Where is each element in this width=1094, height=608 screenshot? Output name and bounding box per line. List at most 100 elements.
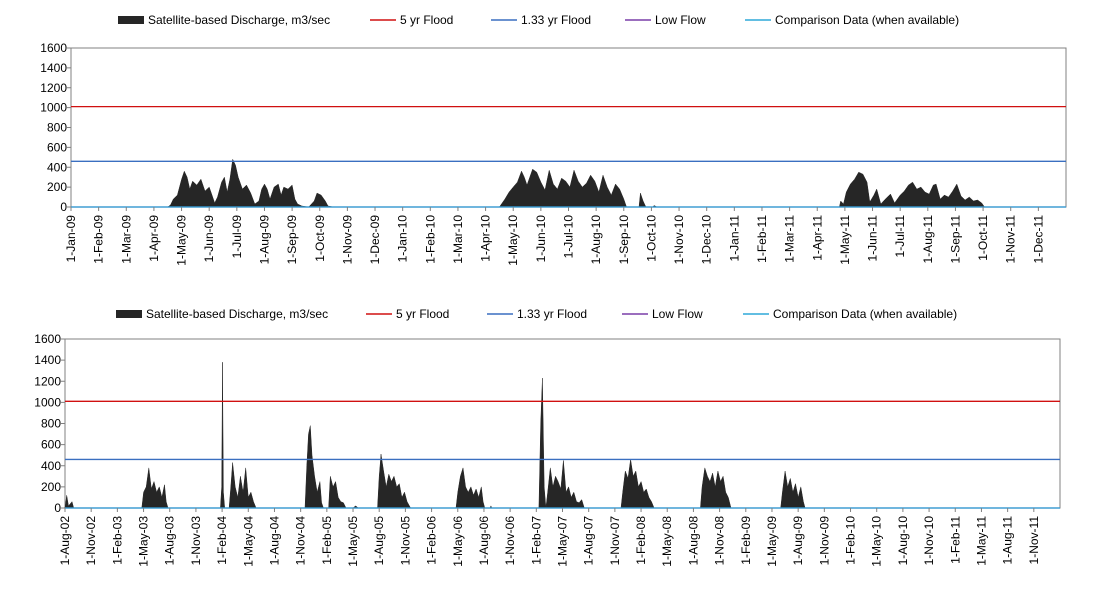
chart2-y-tick-label: 800	[41, 417, 61, 431]
chart1-x-tick-label: 1-Mar-10	[451, 215, 465, 264]
chart1-x-tick-label: 1-Jul-11	[893, 215, 907, 258]
chart2-x-tick-label: 1-Nov-03	[189, 516, 203, 566]
chart1-x-tick-label: 1-Sep-11	[948, 215, 962, 264]
chart2-x-tick-label: 1-Nov-08	[713, 516, 727, 566]
chart2-x-tick-label: 1-May-07	[556, 516, 570, 567]
chart2-x-tick-label: 1-Feb-09	[739, 516, 753, 565]
chart1-x-tick-label: 1-Feb-10	[423, 215, 437, 264]
chart2-x-tick-label: 1-Aug-10	[896, 516, 910, 566]
chart1-x-tick-label: 1-Jan-09	[64, 215, 78, 263]
chart1-y-tick-label: 1400	[40, 61, 67, 75]
chart1-y-tick-label: 1200	[40, 81, 67, 95]
chart1-x-tick-label: 1-Apr-10	[479, 215, 493, 262]
chart2-x-tick-label: 1-Nov-10	[922, 516, 936, 566]
chart2-legend-item: 5 yr Flood	[366, 307, 449, 321]
chart2-x-tick-label: 1-Nov-05	[398, 516, 412, 566]
chart1-x-tick-label: 1-Dec-09	[368, 215, 382, 265]
chart1-x-tick-label: 1-Jun-11	[866, 215, 880, 262]
chart1-legend-item: Comparison Data (when available)	[745, 13, 959, 27]
chart1-legend-label: Low Flow	[655, 13, 706, 27]
chart1-x-tick-label: 1-Feb-09	[92, 215, 106, 264]
chart1-x-tick-label: 1-Sep-10	[617, 215, 631, 265]
chart2-x-tick-label: 1-Aug-04	[267, 516, 281, 566]
chart1-y-tick-label: 200	[47, 180, 67, 194]
chart1-x-tick-label: 1-Jun-10	[534, 215, 548, 263]
chart1-x-tick-label: 1-Aug-09	[257, 215, 271, 265]
chart2-y-tick-label: 1200	[34, 374, 61, 388]
chart2-y-tick-label: 1400	[34, 353, 61, 367]
chart2-legend-label: Satellite-based Discharge, m3/sec	[146, 307, 328, 321]
chart1-plot-area	[70, 47, 1067, 208]
chart1-x-tick-label: 1-Oct-09	[313, 215, 327, 262]
chart1-legend-label: Satellite-based Discharge, m3/sec	[148, 13, 330, 27]
chart1-x-tick-label: 1-Dec-11	[1031, 215, 1045, 264]
chart2-y-tick-label: 600	[41, 438, 61, 452]
chart2-x-tick-label: 1-Aug-05	[372, 516, 386, 566]
chart1-y-tick-label: 1000	[40, 101, 67, 115]
chart2-x-tick-label: 1-May-04	[241, 516, 255, 567]
chart1-legend-swatch	[118, 16, 144, 24]
chart1-x-tick-label: 1-Oct-10	[644, 215, 658, 262]
chart1-x-tick-label: 1-Nov-11	[1004, 215, 1018, 264]
chart2-x-tick-label: 1-Nov-02	[84, 516, 98, 566]
chart2-legend-label: Comparison Data (when available)	[773, 307, 957, 321]
chart2-x-tick-label: 1-Feb-03	[110, 516, 124, 565]
chart2-x-tick-label: 1-May-05	[346, 516, 360, 567]
chart1-x-tick-label: 1-Apr-09	[147, 215, 161, 262]
chart2-x-tick-label: 1-May-10	[870, 516, 884, 567]
chart2-x-tick-label: 1-Aug-09	[791, 516, 805, 566]
chart1-x-tick-label: 1-Aug-11	[921, 215, 935, 264]
chart1-y-tick-label: 1600	[40, 41, 67, 55]
chart2-legend-label: 5 yr Flood	[396, 307, 449, 321]
chart2-x-tick-label: 1-May-11	[974, 516, 988, 566]
chart1-x-tick-label: 1-Mar-09	[119, 215, 133, 264]
chart1-legend-item: Low Flow	[625, 13, 706, 27]
chart1-y-tick-label: 400	[47, 160, 67, 174]
chart2-legend-item: Comparison Data (when available)	[743, 307, 957, 321]
chart1-x-tick-label: 1-Jan-11	[727, 215, 741, 262]
chart2-legend-swatch	[116, 310, 142, 318]
chart1-x-tick-label: 1-Dec-10	[700, 215, 714, 265]
chart2-y-tick-label: 1000	[34, 395, 61, 409]
chart2-x-tick-label: 1-Nov-06	[503, 516, 517, 566]
chart2-x-tick-label: 1-Feb-10	[844, 516, 858, 565]
chart1-x-tick-label: 1-Sep-09	[285, 215, 299, 265]
chart2-x-tick-label: 1-May-03	[137, 516, 151, 567]
chart1-x-tick-label: 1-Nov-09	[340, 215, 354, 265]
chart1-x-tick-label: 1-Nov-10	[672, 215, 686, 265]
chart2-legend-item: Low Flow	[622, 307, 703, 321]
chart1-y-tick-label: 0	[60, 200, 67, 214]
chart2-x-tick-label: 1-May-09	[765, 516, 779, 567]
chart2-x-tick-label: 1-Aug-06	[477, 516, 491, 566]
chart1-x-tick-label: 1-Jul-09	[230, 215, 244, 259]
chart1-x-tick-label: 1-Oct-11	[976, 215, 990, 261]
chart2-legend-item: 1.33 yr Flood	[487, 307, 587, 321]
chart2-y-tick-label: 0	[54, 501, 61, 515]
chart2-x-tick-label: 1-Nov-09	[817, 516, 831, 566]
chart2-x-tick-label: 1-Aug-02	[58, 516, 72, 566]
chart1-legend-label: 1.33 yr Flood	[521, 13, 591, 27]
chart2-x-tick-label: 1-May-06	[451, 516, 465, 567]
chart1-x-tick-label: 1-May-09	[175, 215, 189, 266]
chart1-y-tick-label: 800	[47, 121, 67, 135]
chart2-y-tick-label: 400	[41, 459, 61, 473]
chart2-x-tick-label: 1-Feb-11	[948, 516, 962, 564]
chart1-x-tick-label: 1-Mar-11	[783, 215, 797, 263]
chart2-x-tick-label: 1-Nov-04	[294, 516, 308, 566]
chart2-x-tick-label: 1-Feb-04	[215, 516, 229, 565]
chart2-y-tick-label: 200	[41, 480, 61, 494]
chart1-legend-item: 5 yr Flood	[370, 13, 453, 27]
chart1-x-tick-label: 1-Apr-11	[810, 215, 824, 261]
chart2-legend-label: 1.33 yr Flood	[517, 307, 587, 321]
chart1-legend-item: 1.33 yr Flood	[491, 13, 591, 27]
chart1-y-tick-label: 600	[47, 140, 67, 154]
chart1-series-discharge-area	[71, 158, 1066, 208]
chart1-x-tick-label: 1-Aug-10	[589, 215, 603, 265]
chart2-x-tick-label: 1-Feb-06	[425, 516, 439, 565]
chart1-x-tick-label: 1-Jun-09	[202, 215, 216, 263]
chart1-x-tick-label: 1-May-10	[506, 215, 520, 266]
chart2-x-tick-label: 1-Nov-11	[1027, 516, 1041, 565]
chart2-y-tick-label: 1600	[34, 332, 61, 346]
chart2-x-tick-label: 1-Aug-07	[582, 516, 596, 566]
